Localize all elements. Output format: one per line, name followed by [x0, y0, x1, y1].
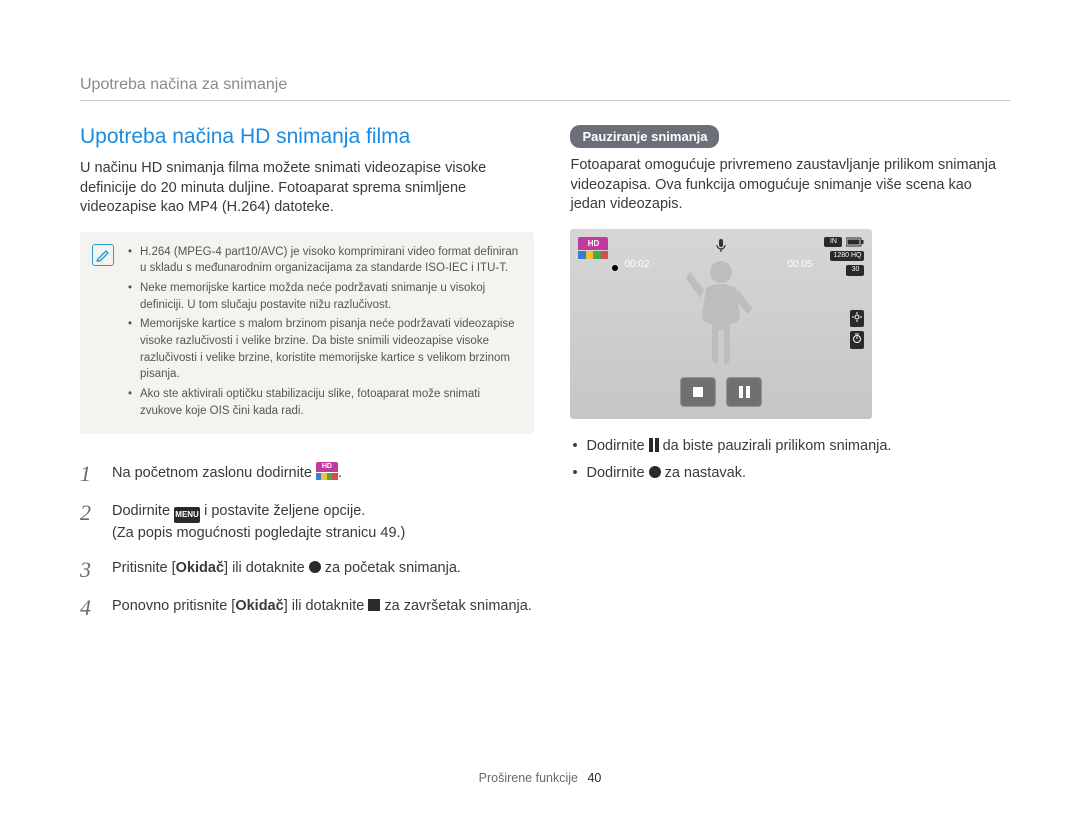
step-text: ] ili dotaknite	[284, 598, 369, 614]
left-column: Upotreba načina HD snimanja filma U nači…	[80, 125, 534, 634]
preview-controls	[680, 377, 762, 407]
note-item: Neke memorijske kartice možda neće podrž…	[128, 280, 520, 313]
resolution-badge: 1280 HQ	[830, 251, 864, 261]
hd-mode-icon: HD	[316, 462, 338, 480]
section-header: Upotreba načina za snimanje	[80, 76, 1010, 101]
note-list: H.264 (MPEG-4 part10/AVC) je visoko komp…	[128, 244, 520, 420]
page-number: 40	[587, 771, 601, 785]
step-text: Ponovno pritisnite [	[112, 598, 235, 614]
menu-icon: MENU	[174, 507, 200, 523]
subheading-pill: Pauziranje snimanja	[570, 125, 719, 148]
page-title: Upotreba načina HD snimanja filma	[80, 125, 534, 149]
right-column: Pauziranje snimanja Fotoaparat omogućuje…	[570, 125, 1010, 634]
elapsed-time: 00:02	[624, 259, 649, 270]
pause-button[interactable]	[726, 377, 762, 407]
note-item: Ako ste aktivirali optičku stabilizaciju…	[128, 386, 520, 419]
stabilization-icon	[850, 310, 864, 327]
step-number: 2	[80, 501, 98, 525]
stop-button[interactable]	[680, 377, 716, 407]
right-intro: Fotoaparat omogućuje privremeno zaustavl…	[570, 156, 1010, 215]
timer-icon	[850, 331, 864, 348]
step-text: ] ili dotaknite	[224, 560, 309, 576]
pause-icon	[649, 438, 659, 452]
record-icon	[649, 466, 661, 478]
camera-preview: HD 00:02 00:05 IN 1280 HQ 30	[570, 229, 872, 419]
microphone-icon	[716, 239, 726, 256]
footer-label: Proširene funkcije	[479, 771, 578, 785]
page-footer: Proširene funkcije 40	[0, 771, 1080, 785]
battery-icon	[846, 237, 864, 247]
storage-badge: IN	[824, 237, 842, 247]
step-number: 3	[80, 558, 98, 582]
hd-mode-icon: HD	[578, 237, 608, 259]
step-text: Dodirnite	[112, 503, 174, 519]
step-number: 1	[80, 462, 98, 486]
step-1: 1 Na početnom zaslonu dodirnite HD .	[80, 462, 534, 486]
step-number: 4	[80, 596, 98, 620]
shutter-label: Okidač	[176, 560, 224, 576]
shutter-label: Okidač	[235, 598, 283, 614]
note-box: H.264 (MPEG-4 part10/AVC) je visoko komp…	[80, 232, 534, 435]
step-text: (Za popis mogućnosti pogledajte stranicu…	[112, 525, 405, 541]
bullet-item: Dodirnite da biste pauzirali prilikom sn…	[570, 435, 1010, 458]
bullet-item: Dodirnite za nastavak.	[570, 462, 1010, 485]
step-text: .	[338, 465, 342, 481]
subject-silhouette	[686, 258, 756, 373]
status-icons: IN 1280 HQ 30	[824, 237, 864, 349]
note-item: H.264 (MPEG-4 part10/AVC) je visoko komp…	[128, 244, 520, 277]
stop-icon	[368, 599, 380, 611]
fps-badge: 30	[846, 265, 864, 275]
intro-paragraph: U načinu HD snimanja filma možete snimat…	[80, 159, 534, 218]
step-2: 2 Dodirnite MENU i postavite željene opc…	[80, 501, 534, 544]
step-4: 4 Ponovno pritisnite [Okidač] ili dotakn…	[80, 596, 534, 620]
step-text: i postavite željene opcije.	[204, 503, 365, 519]
step-text: za završetak snimanja.	[380, 598, 532, 614]
note-icon	[92, 244, 114, 266]
step-text: Pritisnite [	[112, 560, 176, 576]
step-text: Na početnom zaslonu dodirnite	[112, 465, 316, 481]
remaining-time: 00:05	[787, 259, 812, 270]
record-icon	[309, 561, 321, 573]
step-text: za početak snimanja.	[321, 560, 461, 576]
note-item: Memorijske kartice s malom brzinom pisan…	[128, 316, 520, 383]
record-indicator-icon	[612, 265, 618, 271]
steps-list: 1 Na početnom zaslonu dodirnite HD . 2 D…	[80, 462, 534, 620]
step-3: 3 Pritisnite [Okidač] ili dotaknite za p…	[80, 558, 534, 582]
instruction-bullets: Dodirnite da biste pauzirali prilikom sn…	[570, 435, 1010, 485]
